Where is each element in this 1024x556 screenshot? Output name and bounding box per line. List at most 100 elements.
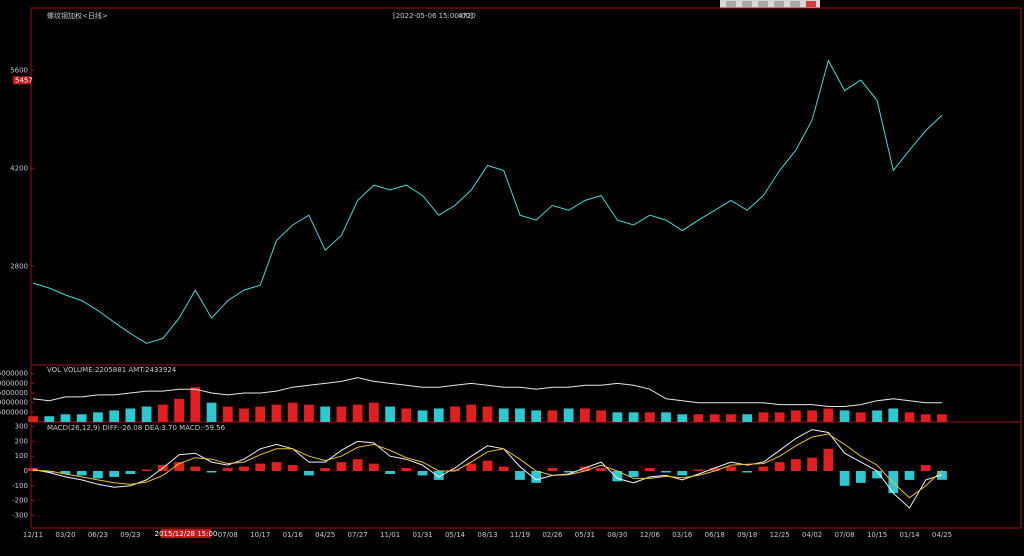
- tool-button[interactable]: [726, 1, 736, 7]
- y-tick-label: 2800: [10, 262, 28, 270]
- bar: [872, 471, 882, 479]
- bar: [498, 466, 509, 472]
- x-tick-label: 04/25: [932, 531, 952, 539]
- bar: [693, 414, 704, 422]
- bar: [563, 471, 574, 473]
- bar: [336, 406, 347, 422]
- y-tick-label: 10000000: [0, 399, 28, 407]
- bar: [758, 466, 769, 472]
- bar: [661, 471, 671, 473]
- tool-button[interactable]: [790, 1, 800, 7]
- x-tick-label: 09/18: [737, 531, 757, 539]
- x-tick-label: 01/14: [899, 531, 920, 539]
- tool-button[interactable]: [806, 1, 816, 7]
- tool-button[interactable]: [774, 1, 784, 7]
- bar: [141, 406, 152, 422]
- x-tick-label: 06/18: [705, 531, 725, 539]
- bar: [920, 465, 931, 472]
- bar: [612, 471, 623, 482]
- bar: [888, 408, 899, 422]
- bar: [222, 468, 233, 472]
- toolbar: [720, 0, 820, 8]
- last-price-label: 5457: [15, 76, 33, 84]
- tool-button[interactable]: [742, 1, 752, 7]
- indicator-line: [32, 433, 943, 499]
- bar: [612, 412, 623, 422]
- bar: [60, 471, 71, 474]
- bar: [823, 408, 834, 422]
- x-tick-label: 10/15: [867, 531, 887, 539]
- bar: [206, 402, 217, 422]
- bar: [287, 402, 298, 422]
- bar: [531, 410, 542, 422]
- bar: [125, 408, 136, 422]
- bar: [677, 471, 688, 476]
- bar: [855, 412, 866, 422]
- volume-label: VOL VOLUME:2205881 AMT:2433924: [47, 366, 177, 374]
- bar: [239, 408, 249, 422]
- x-tick-label: 09/23: [120, 531, 140, 539]
- x-tick-label: 05/14: [445, 531, 466, 539]
- bar: [515, 471, 525, 480]
- bar: [433, 408, 444, 422]
- x-tick-label: 03/16: [672, 531, 693, 539]
- cursor-box: [161, 529, 211, 538]
- indicator-line: [32, 429, 943, 509]
- y-tick-label: 300: [15, 423, 28, 431]
- bar: [758, 412, 769, 422]
- bar: [336, 462, 347, 472]
- indicator-line: [32, 377, 942, 407]
- bar: [839, 410, 850, 422]
- bar: [255, 463, 266, 472]
- bar: [352, 459, 363, 472]
- x-tick-label: 08/30: [607, 531, 627, 539]
- y-tick-label: 5600: [10, 66, 28, 74]
- y-tick-label: -300: [12, 511, 28, 519]
- bar: [401, 468, 412, 472]
- y-tick-label: 0: [24, 467, 28, 475]
- y-tick-label: 100: [15, 452, 28, 460]
- bar: [190, 466, 201, 472]
- bar: [417, 471, 428, 476]
- tool-button[interactable]: [758, 1, 768, 7]
- bar: [791, 459, 801, 472]
- toolbar-strip: [720, 0, 820, 8]
- macd-label: MACD(26,12,9) DIFF:-26.08 DEA:3.70 MACD:…: [47, 424, 226, 432]
- bar: [709, 414, 720, 422]
- bar: [726, 414, 736, 422]
- x-tick-label: 01/31: [412, 531, 432, 539]
- bar: [109, 471, 120, 477]
- bar: [352, 404, 363, 422]
- y-tick-label: 200: [15, 437, 28, 445]
- bar: [93, 471, 103, 479]
- bar: [304, 471, 314, 476]
- bar: [855, 471, 866, 483]
- bar: [644, 412, 655, 422]
- bar: [547, 468, 558, 472]
- bar: [563, 408, 574, 422]
- bar: [369, 463, 379, 472]
- bar: [28, 416, 38, 422]
- y-tick-label: 20000000: [0, 379, 28, 387]
- bar: [742, 414, 753, 422]
- x-tick-label: 02/26: [542, 531, 563, 539]
- y-tick-label: 25000000: [0, 370, 28, 378]
- x-tick-label: 04/25: [315, 531, 335, 539]
- bar: [466, 463, 477, 472]
- bar: [482, 406, 493, 422]
- bar: [547, 410, 558, 422]
- bar: [190, 387, 201, 422]
- bar: [304, 404, 314, 422]
- bar: [433, 471, 444, 480]
- bar: [791, 410, 801, 422]
- bar: [839, 471, 850, 486]
- bar: [661, 412, 671, 422]
- bar: [174, 398, 184, 422]
- bar: [596, 468, 606, 472]
- bar: [644, 468, 655, 472]
- bar: [498, 408, 509, 422]
- x-tick-label: 10/17: [250, 531, 270, 539]
- bar: [904, 471, 915, 480]
- x-tick-label: 11/19: [510, 531, 530, 539]
